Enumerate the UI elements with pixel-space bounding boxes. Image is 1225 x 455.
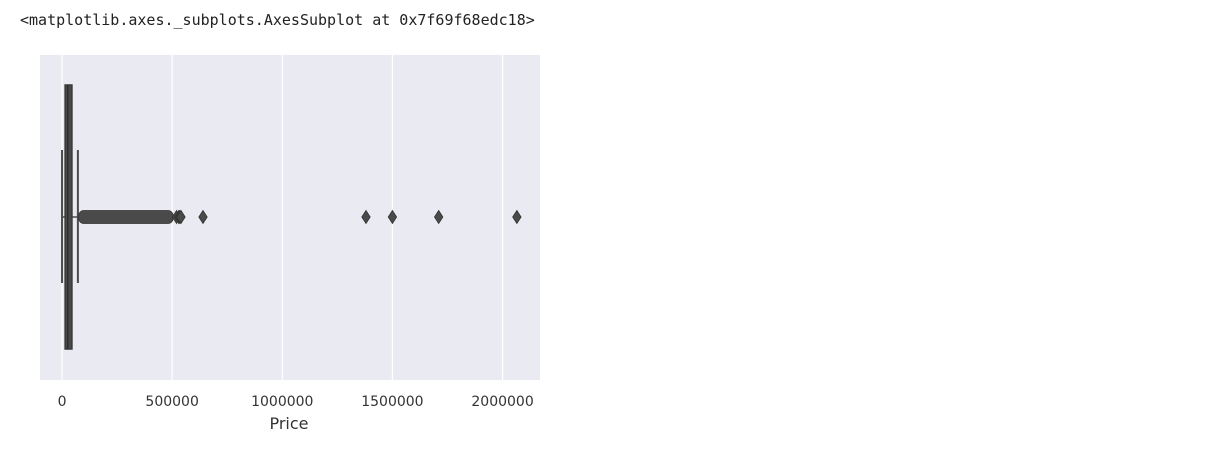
outlier-points xyxy=(78,209,522,225)
axes-repr-text: <matplotlib.axes._subplots.AxesSubplot a… xyxy=(20,11,535,29)
x-tick-labels: 0 500000 1000000 1500000 2000000 xyxy=(58,394,534,410)
outlier-point xyxy=(387,209,398,225)
outlier-point xyxy=(512,209,522,225)
x-tick-label: 2000000 xyxy=(471,394,533,410)
outlier-point xyxy=(198,209,208,225)
box-iqr xyxy=(64,84,73,350)
x-tick-label: 1500000 xyxy=(361,394,423,410)
outlier-point xyxy=(361,209,371,225)
dense-outlier-band xyxy=(78,210,174,224)
boxplot xyxy=(61,84,79,350)
x-tick-label: 1000000 xyxy=(251,394,313,410)
x-tick-label: 500000 xyxy=(145,394,198,410)
x-tick-label: 0 xyxy=(58,394,67,410)
x-axis-label: Price xyxy=(269,414,308,433)
outlier-point xyxy=(434,209,444,225)
outlier-point xyxy=(176,209,186,225)
